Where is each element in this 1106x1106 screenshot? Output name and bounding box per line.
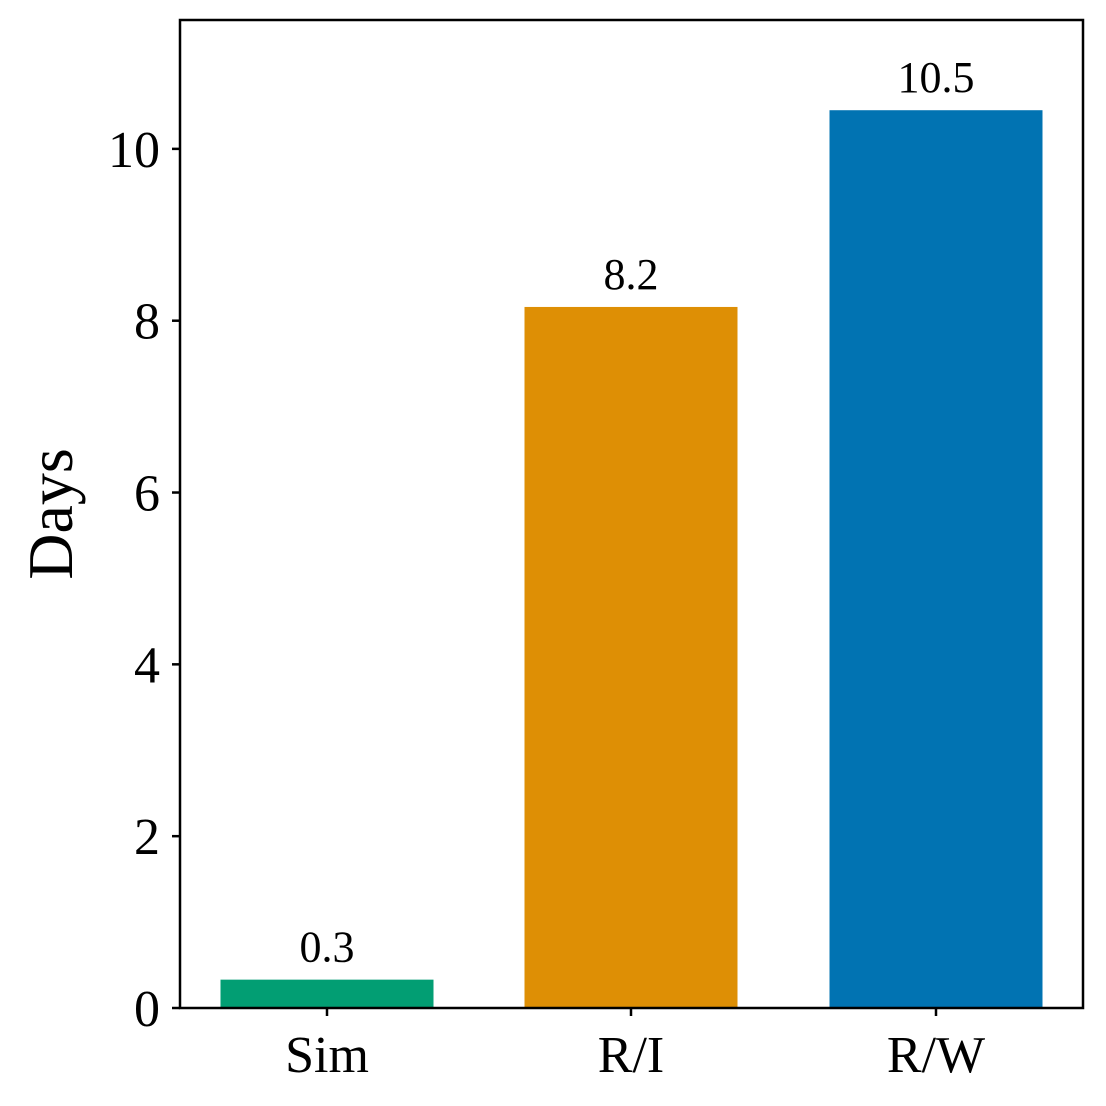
x-tick-label: Sim (285, 1027, 369, 1084)
y-tick-label: 8 (134, 294, 160, 351)
x-axis: Sim R/I R/W (285, 1008, 985, 1084)
x-tick-label: R/W (887, 1027, 985, 1084)
x-tick-label: R/I (598, 1027, 664, 1084)
y-tick-label: 0 (134, 981, 160, 1038)
y-tick-label: 4 (134, 637, 160, 694)
y-axis: 0 2 4 6 8 10 (108, 122, 180, 1038)
value-label: 10.5 (898, 53, 975, 102)
y-tick-label: 6 (134, 466, 160, 523)
y-tick-label: 2 (134, 809, 160, 866)
value-label: 0.3 (300, 923, 355, 972)
value-labels-group: 0.3 8.2 10.5 (300, 53, 975, 971)
y-tick-label: 10 (108, 122, 160, 179)
bar-r-w (829, 110, 1043, 1009)
bars-group (220, 110, 1043, 1009)
y-axis-title: Days (15, 448, 86, 580)
bar-r-i (524, 306, 738, 1008)
bar-sim (220, 979, 434, 1008)
value-label: 8.2 (604, 250, 659, 299)
